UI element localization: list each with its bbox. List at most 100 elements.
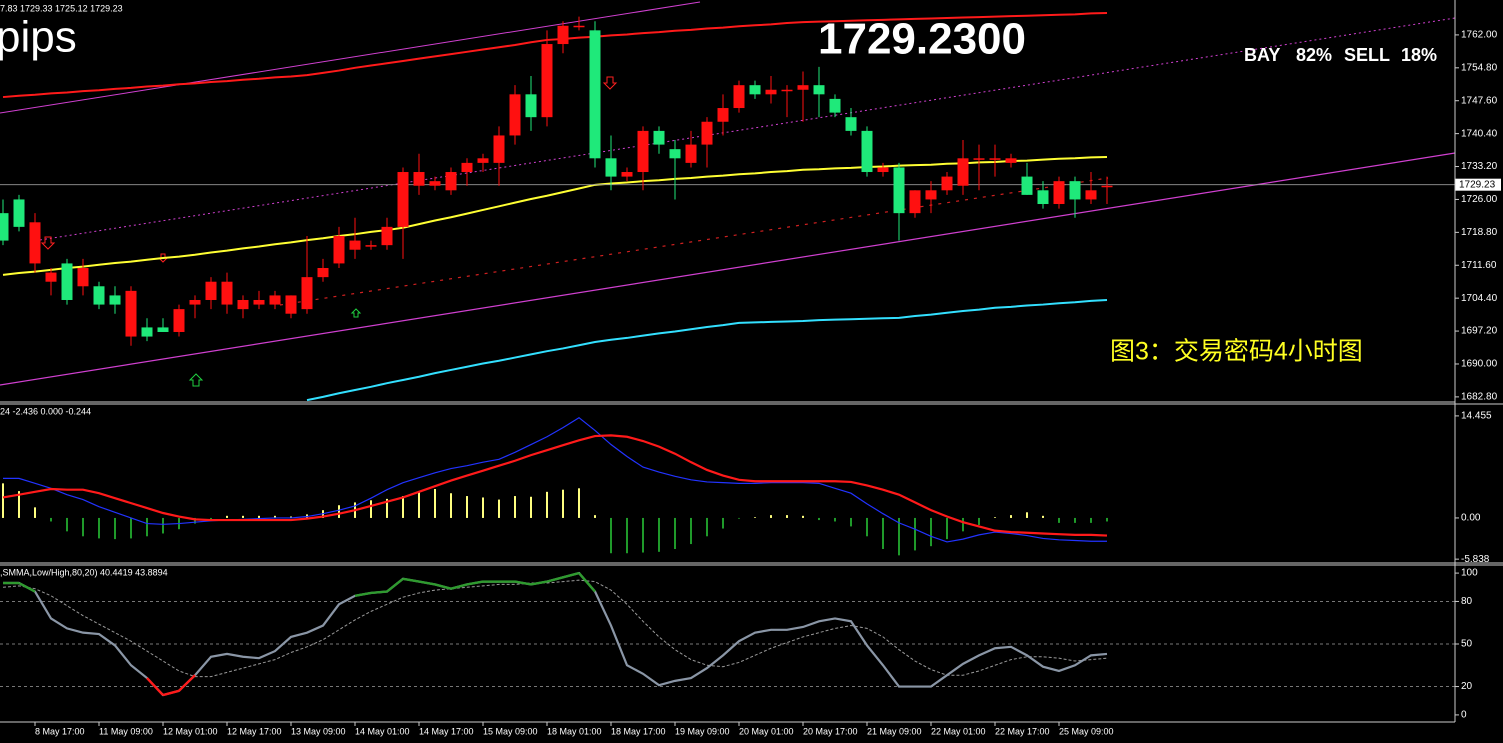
indicator-line <box>3 416 1107 543</box>
candle-body <box>877 167 889 173</box>
candle-body <box>493 135 505 163</box>
candle-body <box>157 327 169 332</box>
candle-body <box>829 98 841 113</box>
x-tick-label: 22 May 01:00 <box>931 726 986 736</box>
candle-body <box>221 281 233 305</box>
candle-body <box>861 130 873 173</box>
x-tick-label: 20 May 01:00 <box>739 726 794 736</box>
zone-segment <box>514 580 532 586</box>
candle-body <box>13 199 25 227</box>
candle-body <box>909 190 921 214</box>
y-tick-label: 1754.80 <box>1461 62 1498 73</box>
signal-arrows <box>40 76 618 387</box>
buy-arrow <box>350 308 362 318</box>
candle-body <box>605 158 617 177</box>
last-price-label: 1729.23 <box>1459 179 1496 190</box>
candle-body <box>701 121 713 145</box>
y-tick-label: 50 <box>1461 639 1473 650</box>
zone-segment <box>530 580 548 586</box>
zone-segment <box>578 572 596 593</box>
candle-body <box>237 299 249 310</box>
y-tick-label: 1704.40 <box>1461 293 1498 304</box>
candle-body <box>797 85 809 90</box>
zone-segment <box>18 581 36 593</box>
bay-value: 82% <box>1296 45 1332 65</box>
candle-body <box>301 277 313 310</box>
zone-segment <box>178 674 196 692</box>
price-display: 1729.2300 <box>818 15 1026 64</box>
candle-body <box>477 158 489 163</box>
candle-body <box>573 25 585 28</box>
candle-body <box>77 268 89 287</box>
x-tick-label: 12 May 17:00 <box>227 726 282 736</box>
candle-body <box>365 245 377 247</box>
overlay-line <box>306 298 1108 402</box>
zone-segment <box>434 583 452 590</box>
y-tick-label: 1740.40 <box>1461 128 1498 139</box>
candle-body <box>1085 190 1097 200</box>
zone-segment <box>146 677 164 696</box>
candle-body <box>717 108 729 122</box>
candle-body <box>429 181 441 186</box>
zone-segment <box>386 577 404 593</box>
candle-body <box>1053 181 1065 205</box>
panel-title: ,SMMA,Low/High,80,20) 40.4419 43.8894 <box>0 567 168 577</box>
x-tick-label: 21 May 09:00 <box>867 726 922 736</box>
candle-body <box>765 89 777 95</box>
candle-body <box>1037 190 1049 205</box>
x-tick-label: 13 May 09:00 <box>291 726 346 736</box>
candle-body <box>349 240 361 250</box>
y-tick-label: 1747.60 <box>1461 95 1498 106</box>
indicator-line <box>2 434 1108 537</box>
y-tick-label: 1718.80 <box>1461 227 1498 238</box>
x-tick-label: 8 May 17:00 <box>35 726 85 736</box>
candle-body <box>925 190 937 200</box>
zone-segment <box>402 577 420 583</box>
candle-body <box>29 222 41 264</box>
y-tick-label: 1726.00 <box>1461 194 1498 205</box>
y-tick-label: 1733.20 <box>1461 161 1498 172</box>
candle-body <box>637 130 649 173</box>
x-tick-label: 25 May 09:00 <box>1059 726 1114 736</box>
plot-area: 1762.00 1754.80 1747.60 1740.40 1733.20 1726.… <box>0 11 1501 736</box>
zone-segment <box>546 576 564 583</box>
x-tick-label: 22 May 17:00 <box>995 726 1050 736</box>
candle-body <box>685 144 697 163</box>
candle-body <box>109 295 121 305</box>
y-tick-label: 1711.60 <box>1461 260 1497 271</box>
y-tick-label: 20 <box>1461 681 1473 692</box>
panel-title: 24 -2.436 0.000 -0.244 <box>0 406 91 416</box>
candle-body <box>1021 176 1033 195</box>
y-tick-label: 1697.20 <box>1461 326 1498 337</box>
candle-body <box>1069 181 1081 200</box>
candle-body <box>205 281 217 300</box>
y-tick-label: 100 <box>1461 568 1478 579</box>
buy-arrow <box>188 373 204 387</box>
channel-middle <box>39 17 1456 241</box>
y-tick-label: -5.838 <box>1461 554 1490 565</box>
candle-body <box>125 290 137 337</box>
y-tick-label: 14.455 <box>1461 411 1492 422</box>
y-tick-label: 1682.80 <box>1461 392 1498 403</box>
candle-body <box>653 130 665 145</box>
candle-body <box>141 327 153 337</box>
candle-body <box>253 299 265 305</box>
x-tick-label: 15 May 09:00 <box>483 726 538 736</box>
candle-body <box>0 213 9 241</box>
candle-body <box>445 172 457 191</box>
sell-arrow <box>40 236 56 250</box>
candle-body <box>317 268 329 278</box>
overlay-line <box>2 11 1108 99</box>
channel-upper <box>0 1 701 114</box>
candle-body <box>589 30 601 159</box>
x-tick-label: 18 May 01:00 <box>547 726 602 736</box>
bay-label: BAY <box>1244 45 1280 65</box>
candle-body <box>333 236 345 264</box>
candle-body <box>957 158 969 186</box>
caption: 图3：交易密码4小时图 <box>1110 338 1363 366</box>
candle-body <box>973 158 985 160</box>
candle-body <box>813 85 825 95</box>
candle-body <box>61 263 73 300</box>
overlay-line <box>2 155 1108 276</box>
